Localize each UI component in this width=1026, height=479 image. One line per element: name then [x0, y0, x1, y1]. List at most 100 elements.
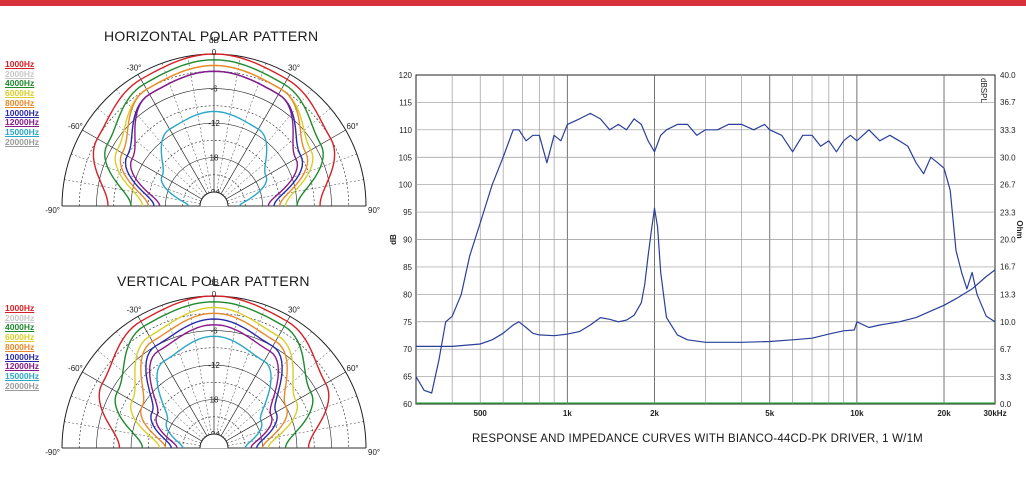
vertical-db-label: -12 [208, 361, 220, 370]
top-accent-bar [0, 0, 1026, 6]
vertical-db-label: 18 [210, 396, 219, 405]
horizontal-series-12000hz [129, 70, 299, 207]
vertical-legend-4000hz: 4000Hz [5, 322, 35, 333]
response-y2-tick: 23.3 [1000, 208, 1016, 217]
vertical-series-10000hz [145, 318, 283, 449]
vertical-series-6000hz [129, 306, 299, 449]
horizontal-grid-spoke [225, 129, 346, 200]
response-y2-tick: 13.3 [1000, 291, 1016, 300]
vertical-db-label: -6 [210, 327, 218, 336]
horizontal-polar-title: HORIZONTAL POLAR PATTERN [104, 28, 319, 44]
horizontal-grid-ring [147, 140, 281, 207]
vertical-series-12000hz [148, 324, 280, 449]
vertical-grid-spoke [227, 395, 357, 444]
horizontal-grid-spoke [224, 108, 331, 198]
response-y-tick: 105 [399, 153, 413, 162]
horizontal-grid-spoke [187, 56, 212, 193]
vertical-polar-title: VERTICAL POLAR PATTERN [117, 273, 310, 289]
response-y2-tick: 10.0 [1000, 318, 1016, 327]
horizontal-legend-6000hz: 6000Hz [5, 88, 35, 99]
horizontal-grid-spoke [216, 56, 241, 193]
horizontal-angle-label: 0 [212, 48, 217, 57]
vertical-grid-spoke [71, 395, 201, 444]
horizontal-grid-spoke [218, 63, 267, 193]
vertical-hub [199, 433, 229, 449]
horizontal-series-8000hz [119, 64, 309, 207]
horizontal-angle-label: -30° [127, 63, 142, 72]
horizontal-grid-spoke [222, 89, 312, 196]
response-series-impedance [416, 207, 996, 347]
response-y-tick: 115 [399, 98, 412, 107]
vertical-angle-label: 30° [288, 305, 300, 314]
vertical-series-4000hz [114, 301, 314, 449]
horizontal-angle-label: 90° [368, 206, 380, 215]
response-y-tick: 80 [403, 290, 412, 299]
response-y-tick: 100 [399, 181, 413, 190]
response-x-tick: 10k [850, 409, 864, 418]
horizontal-angle-label: -90° [45, 206, 60, 215]
response-y-tick: 70 [403, 345, 412, 354]
vertical-angle-label: 60° [347, 364, 359, 373]
response-x-tick: 1k [563, 409, 572, 418]
vertical-grid-spoke [216, 298, 241, 435]
horizontal-legend-8000hz: 8000Hz [5, 97, 35, 108]
vertical-grid-spoke [64, 421, 201, 446]
horizontal-angle-label: 60° [347, 122, 359, 131]
vertical-legend-1000hz: 1000Hz [5, 303, 35, 313]
horizontal-angle-label: -60° [68, 122, 83, 131]
response-y2-tick: 16.7 [1000, 263, 1016, 272]
vertical-angle-label: -30° [127, 305, 142, 314]
response-corner-label: dBSPL [979, 78, 988, 103]
response-impedance-chart: 60 65 70 75 80 85 90 95 100 105 110 115 120 0.0 3.3 6.7… [389, 71, 1024, 418]
horizontal-grid-spoke [64, 179, 201, 204]
horizontal-grid-spoke [227, 179, 364, 204]
horizontal-grid-spoke [116, 89, 206, 196]
response-y2-tick: 40.0 [1000, 71, 1016, 80]
vertical-legend-12000hz: 12000Hz [5, 361, 40, 372]
horizontal-db-label: -6 [210, 85, 218, 94]
response-x-tick: 5k [765, 409, 774, 418]
horizontal-db-label: dB [209, 36, 219, 45]
vertical-grid-spoke [227, 421, 364, 446]
response-x-tick: 500 [474, 409, 488, 418]
vertical-grid-ring [78, 312, 350, 449]
response-y2-tick: 0.0 [1000, 400, 1012, 409]
horizontal-polar-legend: 1000Hz 2000Hz 4000Hz 6000Hz 8000Hz 10000Hz 120… [5, 59, 40, 147]
response-y-tick: 65 [403, 373, 412, 382]
response-y2-axis-label: Ohm [1015, 220, 1024, 238]
vertical-angle-label: -60° [68, 364, 83, 373]
vertical-angle-label: 90° [368, 448, 380, 457]
horizontal-legend-20000hz: 20000Hz [5, 136, 40, 147]
horizontal-legend-10000hz: 10000Hz [5, 107, 40, 118]
vertical-grid-spoke [222, 331, 312, 438]
horizontal-grid-spoke [227, 153, 357, 202]
response-y-tick: 110 [399, 126, 412, 135]
horizontal-legend-4000hz: 4000Hz [5, 78, 35, 89]
vertical-angle-label: 0 [212, 290, 217, 299]
response-y-tick: 95 [403, 208, 412, 217]
horizontal-grid-spoke [82, 129, 203, 200]
horizontal-legend-2000hz: 2000Hz [5, 68, 35, 79]
response-chart-caption: RESPONSE AND IMPEDANCE CURVES WITH BIANC… [472, 433, 923, 445]
response-y-tick: 120 [399, 71, 413, 80]
vertical-series-15000hz [156, 335, 272, 449]
vertical-grid-spoke [116, 331, 206, 438]
vertical-legend-2000hz: 2000Hz [5, 312, 35, 323]
vertical-legend-10000hz: 10000Hz [5, 351, 40, 362]
response-y2-tick: 26.7 [1000, 180, 1016, 189]
vertical-legend-8000hz: 8000Hz [5, 341, 35, 352]
response-y2-tick: 33.3 [1000, 126, 1016, 135]
vertical-polar-legend: 1000Hz 2000Hz 4000Hz 6000Hz 8000Hz 10000Hz 120… [5, 303, 40, 391]
response-y2-tick: 30.0 [1000, 153, 1016, 162]
horizontal-legend-1000hz: 1000Hz [5, 59, 35, 69]
response-y-tick: 75 [403, 318, 412, 327]
horizontal-grid-spoke [71, 153, 201, 202]
response-x-tick: 30kHz [983, 409, 1006, 418]
vertical-series-1000hz [98, 295, 330, 449]
vertical-grid-spoke [218, 305, 267, 435]
response-y2-tick: 36.7 [1000, 98, 1016, 107]
vertical-db-label: dB [209, 278, 219, 287]
vertical-angle-label: -90° [45, 448, 60, 457]
horizontal-legend-15000hz: 15000Hz [5, 126, 40, 137]
